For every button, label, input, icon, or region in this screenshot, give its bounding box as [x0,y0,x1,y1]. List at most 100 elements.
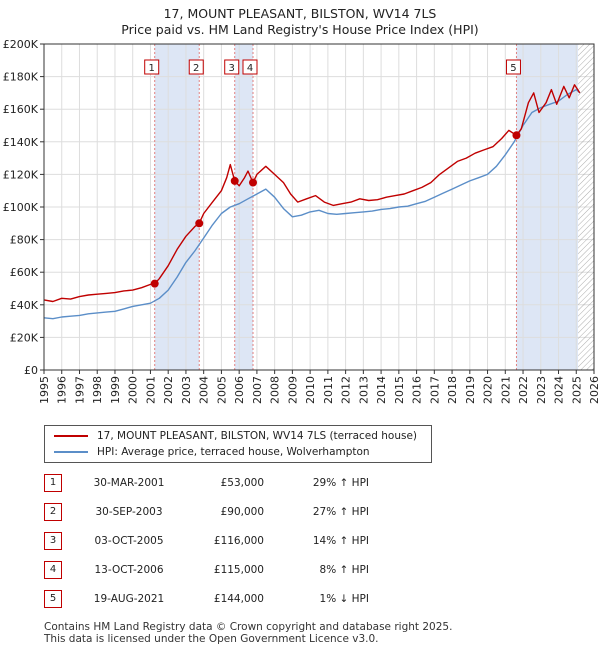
chart-legend: 17, MOUNT PLEASANT, BILSTON, WV14 7LS (t… [44,425,432,463]
y-tick-label: £60K [10,266,39,279]
x-tick-label: 2011 [322,376,335,404]
x-tick-label: 2025 [570,376,583,404]
sale-date: 30-MAR-2001 [93,477,165,489]
x-tick-label: 2002 [162,376,175,404]
sale-marker-frame [188,59,204,75]
sale-marker-box: 4 [242,59,258,75]
sale-price: £90,000 [220,506,264,518]
sale-date: 03-OCT-2005 [94,535,164,547]
x-tick-label: 1999 [109,376,122,404]
sale-number-badge: 2 [44,503,62,521]
footer-attribution: Contains HM Land Registry data © Crown c… [44,621,452,645]
x-tick-label: 2016 [411,376,424,404]
sale-hpi-change: 29% ↑ HPI [312,477,369,489]
series-line-property [43,84,581,303]
sale-hpi-change: 27% ↑ HPI [312,506,369,518]
table-row: 4 13-OCT-2006 £115,000 8% ↑ HPI [44,561,384,579]
x-tick-label: 2022 [517,376,530,404]
table-row: 1 30-MAR-2001 £53,000 29% ↑ HPI [44,474,384,492]
x-tick-label: 2013 [357,376,370,404]
sale-marker-label: 2 [193,63,199,74]
x-tick-label: 2026 [588,376,600,404]
sale-number-badge: 3 [44,532,62,550]
sale-date: 19-AUG-2021 [93,593,165,605]
sale-point [512,131,521,140]
sale-price: £116,000 [213,535,264,547]
x-tick-label: 2005 [215,376,228,404]
x-tick-label: 2021 [499,376,512,404]
sale-marker-label: 4 [247,63,253,74]
footer-line1: Contains HM Land Registry data © Crown c… [44,621,453,633]
series-line-hpi [43,88,581,320]
sale-marker-frame [224,59,240,75]
sale-marker-box: 5 [505,59,521,75]
x-tick-label: 2001 [144,376,157,404]
chart-title-line1: 17, MOUNT PLEASANT, BILSTON, WV14 7LS [163,6,437,21]
y-tick-label: £160K [3,103,39,116]
x-tick-label: 2015 [393,376,406,404]
sale-date: 13-OCT-2006 [94,564,164,576]
sale-point [249,178,257,187]
x-tick-label: 2000 [127,376,140,404]
y-tick-label: £20K [10,331,39,344]
legend-swatch-property [54,435,88,437]
table-row: 5 19-AUG-2021 £144,000 1% ↓ HPI [44,590,384,608]
x-tick-label: 2009 [286,376,299,404]
x-tick-label: 2006 [233,376,246,404]
sale-price: £53,000 [220,477,264,489]
y-tick-label: £40K [10,299,39,312]
y-tick-label: £100K [3,201,39,214]
sale-point [150,279,159,288]
x-tick-label: 2010 [304,376,317,404]
y-tick-label: £200K [3,38,39,51]
x-tick-label: 2003 [180,376,193,404]
sale-marker-frame [144,59,160,75]
x-tick-label: 1995 [38,376,51,404]
sale-marker-frame [242,59,258,75]
x-tick-label: 2004 [198,376,211,404]
legend-label-hpi: HPI: Average price, terraced house, Wolv… [97,446,370,458]
x-tick-label: 2012 [340,376,353,404]
x-tick-label: 2018 [446,376,459,404]
x-tick-label: 2014 [375,376,388,404]
x-tick-label: 2020 [482,376,495,404]
footer-line2: This data is licensed under the Open Gov… [44,633,379,645]
y-tick-label: £180K [3,71,39,84]
sale-date: 30-SEP-2003 [95,506,163,518]
legend-label-property: 17, MOUNT PLEASANT, BILSTON, WV14 7LS (t… [97,430,418,442]
x-tick-label: 2024 [553,376,566,404]
forecast-hatch [578,44,594,370]
chart-title: 17, MOUNT PLEASANT, BILSTON, WV14 7LS Pr… [0,6,600,38]
sale-price: £115,000 [213,564,264,576]
x-tick-label: 1998 [91,376,104,404]
legend-swatch-hpi [54,451,88,453]
sale-marker-box: 2 [188,59,204,75]
y-tick-label: £0 [24,364,38,377]
table-row: 3 03-OCT-2005 £116,000 14% ↑ HPI [44,532,384,550]
sale-hpi-change: 14% ↑ HPI [312,535,369,547]
sale-price: £144,000 [213,593,264,605]
sale-point [195,219,204,228]
sale-marker-box: 3 [224,59,240,75]
price-chart: 1 2 3 4 5 1995 1996 1997 1998 1999 2000 2001 2002 20… [3,38,600,404]
table-row: 2 30-SEP-2003 £90,000 27% ↑ HPI [44,503,384,521]
y-tick-label: £120K [3,168,39,181]
sale-number-badge: 4 [44,561,62,579]
chart-title-line2: Price paid vs. HM Land Registry's House … [121,22,479,37]
sale-number-badge: 5 [44,590,62,608]
x-tick-label: 2023 [535,376,548,404]
sale-marker-box: 1 [144,59,160,75]
y-tick-label: £140K [3,136,39,149]
sale-point [230,176,239,185]
sale-marker-frame [505,59,521,75]
x-tick-label: 2017 [428,376,441,404]
sale-marker-label: 1 [149,63,155,74]
x-tick-label: 2007 [251,376,264,404]
sale-marker-label: 3 [229,63,235,74]
sale-hpi-change: 8% ↑ HPI [319,564,369,576]
x-tick-label: 2008 [269,376,282,404]
x-tick-label: 2019 [464,376,477,404]
sale-marker-label: 5 [510,63,516,74]
sale-number-badge: 1 [44,474,62,492]
x-tick-label: 1996 [56,376,69,404]
